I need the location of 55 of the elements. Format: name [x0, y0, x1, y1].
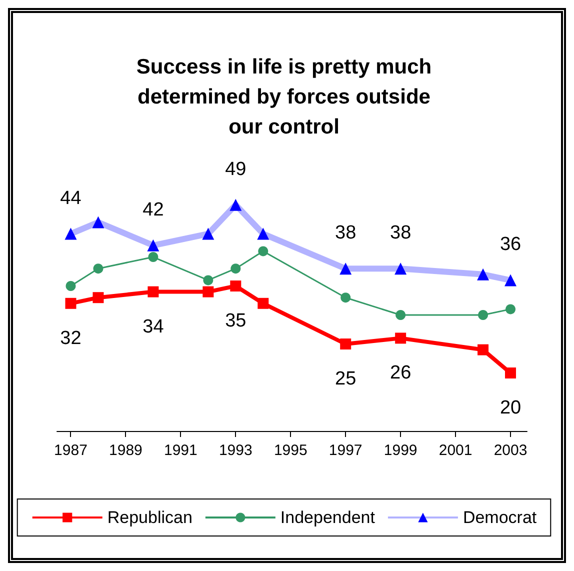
data-label: 49: [225, 158, 246, 180]
point: [394, 262, 407, 275]
point: [395, 332, 406, 344]
point: [504, 274, 517, 286]
point: [65, 298, 76, 309]
x-tick-label: 1999: [384, 442, 418, 459]
data-label: 44: [60, 188, 82, 209]
point: [396, 310, 406, 320]
point: [66, 281, 76, 291]
legend-label: Independent: [280, 508, 376, 527]
data-label: 38: [335, 222, 356, 244]
point: [64, 228, 77, 240]
x-tick-label: 1995: [274, 442, 308, 459]
point: [478, 344, 489, 356]
data-label: 38: [390, 222, 412, 244]
point: [92, 292, 104, 304]
point: [505, 367, 516, 378]
data-label: 36: [500, 234, 522, 256]
point: [258, 246, 268, 256]
x-tick-label: 2003: [494, 442, 528, 459]
point: [93, 264, 104, 274]
data-label: 25: [335, 368, 356, 390]
x-tick-label: 1997: [328, 442, 362, 459]
data-label: 26: [390, 362, 412, 384]
point: [230, 198, 242, 211]
point: [203, 275, 214, 286]
legend-label: Democrat: [462, 508, 537, 527]
x-tick-label: 1987: [54, 442, 88, 459]
point: [340, 338, 352, 350]
legend-label: Republican: [107, 508, 192, 527]
x-tick-label: 1989: [109, 442, 142, 459]
x-tick-label: 2001: [438, 442, 472, 459]
x-tick-label: 1993: [218, 442, 252, 459]
data-label: 32: [60, 328, 82, 349]
point: [477, 268, 490, 280]
data-label: 35: [225, 310, 246, 332]
chart-title: Success in life is pretty much determined by forces outside our control: [136, 56, 432, 138]
point: [148, 252, 158, 262]
point: [340, 262, 352, 275]
point: [147, 239, 160, 252]
point: [148, 286, 159, 298]
point: [340, 292, 351, 303]
point: [92, 216, 104, 228]
data-label: 20: [500, 397, 522, 418]
data-label: 34: [142, 316, 164, 338]
x-tick-label: 1991: [164, 442, 198, 459]
point: [258, 298, 269, 309]
point: [506, 304, 516, 314]
point: [230, 280, 242, 292]
point: [230, 264, 241, 274]
point: [202, 228, 214, 240]
point: [478, 310, 488, 320]
data-label: 42: [142, 199, 164, 220]
point: [257, 228, 270, 240]
point: [202, 286, 214, 298]
